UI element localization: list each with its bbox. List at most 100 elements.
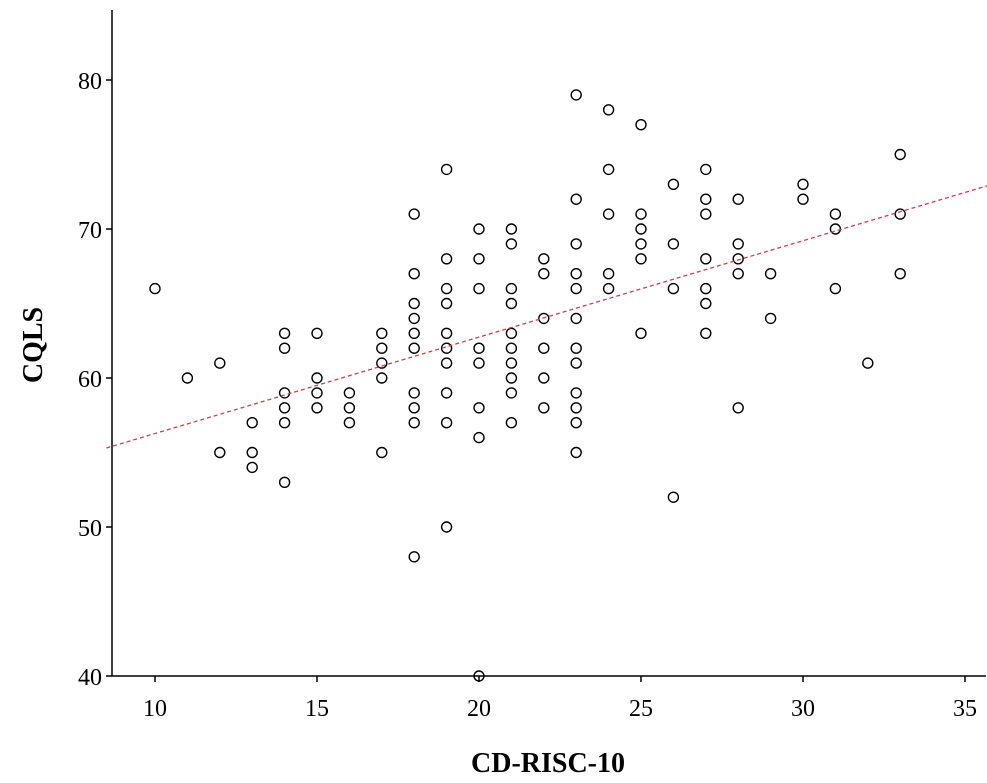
data-point	[700, 253, 712, 265]
data-point	[894, 148, 906, 161]
data-point	[505, 327, 518, 339]
data-point	[829, 282, 842, 295]
x-tick-label: 30	[791, 696, 815, 722]
data-point	[376, 372, 388, 384]
data-point	[376, 327, 388, 339]
data-point	[602, 208, 615, 220]
data-point	[700, 327, 712, 339]
data-point	[473, 253, 485, 265]
data-point	[278, 402, 291, 414]
data-point	[343, 387, 356, 399]
data-point	[149, 282, 161, 295]
data-point	[473, 431, 485, 444]
regression-line	[106, 185, 987, 449]
data-point	[181, 372, 194, 384]
data-point	[278, 327, 291, 339]
data-point	[408, 268, 420, 280]
data-point	[311, 372, 323, 384]
data-point	[602, 268, 615, 280]
x-axis-ticks: 10 15 20 25 30 35	[143, 676, 977, 722]
data-point	[667, 178, 680, 191]
data-point	[440, 521, 453, 533]
data-point	[505, 282, 518, 295]
data-point	[602, 282, 615, 295]
data-point	[764, 268, 777, 280]
data-point	[473, 402, 485, 414]
data-point	[635, 253, 647, 265]
data-point	[894, 208, 906, 220]
data-point	[505, 372, 518, 384]
data-point	[570, 357, 582, 369]
x-tick-label: 15	[305, 696, 329, 722]
x-tick-label: 25	[629, 696, 653, 722]
data-point	[602, 104, 615, 116]
data-point	[570, 387, 582, 399]
data-point	[473, 357, 485, 369]
data-point	[214, 357, 226, 369]
data-point	[700, 208, 712, 220]
data-point	[408, 342, 420, 354]
data-point	[408, 208, 420, 220]
data-point	[440, 282, 453, 295]
data-point	[635, 208, 647, 220]
data-point	[570, 268, 582, 280]
data-point	[635, 238, 647, 250]
data-point	[408, 387, 420, 399]
data-point	[505, 223, 518, 235]
data-point	[440, 357, 453, 369]
data-point	[311, 402, 323, 414]
data-point	[700, 297, 712, 310]
data-point	[538, 253, 550, 265]
data-point	[538, 402, 550, 414]
data-point	[311, 327, 323, 339]
x-tick-label: 10	[143, 696, 167, 722]
data-point	[732, 402, 744, 414]
data-point	[278, 476, 291, 488]
data-point	[408, 312, 420, 325]
data-point	[343, 402, 356, 414]
data-point	[635, 118, 647, 131]
data-point	[311, 387, 323, 399]
data-point	[797, 193, 809, 205]
data-point	[246, 417, 258, 429]
data-point	[635, 223, 647, 235]
data-point	[538, 342, 550, 354]
data-point	[700, 193, 712, 205]
data-point	[343, 417, 356, 429]
data-point	[570, 417, 582, 429]
data-point	[440, 297, 453, 310]
x-tick-label: 35	[953, 696, 977, 722]
data-point	[505, 238, 518, 250]
data-point	[505, 342, 518, 354]
y-tick-label: 80	[78, 69, 102, 95]
data-point	[408, 551, 420, 563]
y-axis-ticks: 40 50 60 70 80	[78, 69, 112, 691]
data-point	[505, 357, 518, 369]
data-point	[570, 402, 582, 414]
data-point	[570, 312, 582, 325]
data-point	[635, 327, 647, 339]
data-point	[667, 282, 680, 295]
y-tick-label: 40	[78, 665, 102, 691]
data-point	[538, 268, 550, 280]
data-point	[408, 402, 420, 414]
data-point	[732, 253, 744, 265]
data-point	[408, 417, 420, 429]
data-point	[278, 417, 291, 429]
data-point	[570, 446, 582, 459]
data-point	[408, 327, 420, 339]
y-tick-label: 50	[78, 516, 102, 542]
data-point	[505, 297, 518, 310]
data-point	[440, 417, 453, 429]
data-point	[246, 446, 258, 459]
data-point	[570, 238, 582, 250]
data-point	[797, 178, 809, 191]
data-point	[440, 387, 453, 399]
data-point	[732, 193, 744, 205]
data-point	[440, 163, 453, 176]
data-point	[278, 342, 291, 354]
data-point	[829, 208, 842, 220]
data-point	[732, 268, 744, 280]
data-point	[732, 238, 744, 250]
